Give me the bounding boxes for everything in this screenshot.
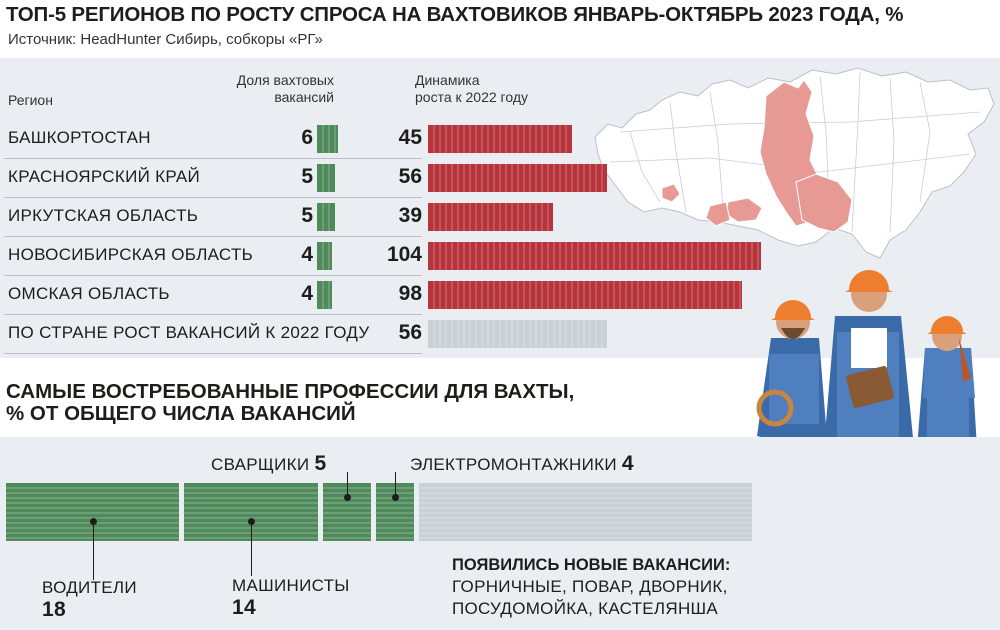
prof-value-electricians: 4	[621, 452, 634, 475]
chart-title: ТОП-5 РЕГИОНОВ ПО РОСТУ СПРОСА НА ВАХТОВ…	[6, 3, 904, 26]
profession-connector	[251, 520, 252, 576]
row-divider	[4, 314, 422, 315]
growth-header-line2: роста к 2022 году	[415, 89, 528, 105]
share-header: Доля вахтовых вакансий	[200, 72, 334, 106]
share-bar	[317, 203, 337, 231]
prof-label-welders: СВАРЩИКИ 5	[211, 452, 326, 476]
growth-header: Динамика роста к 2022 году	[415, 72, 528, 106]
share-bar-fill	[317, 242, 332, 270]
region-label: ИРКУТСКАЯ ОБЛАСТЬ	[8, 206, 199, 225]
row-divider	[4, 197, 422, 198]
prof-value-welders: 5	[314, 452, 327, 475]
growth-bar-fill	[428, 281, 742, 309]
profession-connector	[93, 520, 94, 580]
prof-name-machinists: МАШИНИСТЫ	[232, 576, 350, 595]
new-vacancies-line1: ГОРНИЧНЫЕ, ПОВАР, ДВОРНИК,	[452, 577, 728, 596]
new-vacancies-line2: ПОСУДОМОЙКА, КАСТЕЛЯНША	[452, 599, 719, 618]
prof-name-drivers: ВОДИТЕЛИ	[42, 578, 137, 597]
professions-title-line2: % ОТ ОБЩЕГО ЧИСЛА ВАКАНСИЙ	[6, 402, 356, 425]
share-value: 5	[301, 165, 313, 188]
share-bar-fill	[317, 125, 338, 153]
profession-connector-dot	[248, 518, 255, 525]
growth-bar	[428, 242, 761, 270]
prof-label-electricians: ЭЛЕКТРОМОНТАЖНИКИ 4	[410, 452, 634, 476]
row-divider	[4, 353, 422, 354]
growth-value: 56	[398, 321, 422, 344]
growth-header-line1: Динамика	[415, 72, 480, 88]
growth-value: 45	[398, 126, 422, 149]
map-bashkortostan	[661, 183, 681, 203]
share-bar	[317, 281, 337, 309]
share-bar	[317, 164, 337, 192]
growth-bar	[428, 125, 572, 153]
region-header: Регион	[8, 92, 53, 108]
row-divider	[4, 275, 422, 276]
growth-bar	[428, 281, 742, 309]
source-note: Источник: HeadHunter Сибирь, собкоры «РГ…	[8, 31, 323, 48]
professions-title: САМЫЕ ВОСТРЕБОВАННЫЕ ПРОФЕССИИ ДЛЯ ВАХТЫ…	[6, 381, 574, 425]
share-value: 6	[301, 126, 313, 149]
profession-connector-dot	[90, 518, 97, 525]
new-vacancies-title: ПОЯВИЛИСЬ НОВЫЕ ВАКАНСИИ:	[452, 556, 731, 574]
region-label: БАШКОРТОСТАН	[8, 128, 151, 147]
growth-value: 56	[398, 165, 422, 188]
growth-bar	[428, 320, 607, 348]
region-label: НОВОСИБИРСКАЯ ОБЛАСТЬ	[8, 245, 254, 264]
share-header-line2: вакансий	[274, 89, 334, 105]
share-bar	[317, 125, 338, 153]
share-value: 4	[301, 243, 313, 266]
growth-bar	[428, 203, 553, 231]
professions-title-line1: САМЫЕ ВОСТРЕБОВАННЫЕ ПРОФЕССИИ ДЛЯ ВАХТЫ…	[6, 380, 575, 403]
share-header-line1: Доля вахтовых	[236, 72, 334, 88]
share-bar	[317, 242, 337, 270]
profession-connector	[395, 472, 396, 496]
prof-name-electricians: ЭЛЕКТРОМОНТАЖНИКИ	[410, 455, 617, 474]
growth-value: 104	[386, 243, 422, 266]
growth-bar	[428, 164, 607, 192]
region-label: ОМСКАЯ ОБЛАСТЬ	[8, 284, 170, 303]
row-divider	[4, 158, 422, 159]
growth-bar-fill	[428, 164, 607, 192]
growth-bar-fill	[428, 320, 607, 348]
prof-label-drivers: ВОДИТЕЛИ 18	[42, 578, 137, 622]
prof-name-welders: СВАРЩИКИ	[211, 455, 310, 474]
share-bar-fill	[317, 203, 335, 231]
growth-bar-fill	[428, 125, 572, 153]
prof-value-machinists: 14	[232, 596, 256, 619]
region-label: ПО СТРАНЕ РОСТ ВАКАНСИЙ К 2022 ГОДУ	[8, 323, 370, 342]
share-value: 4	[301, 282, 313, 305]
growth-value: 39	[398, 204, 422, 227]
share-value: 5	[301, 204, 313, 227]
russia-map	[594, 67, 995, 259]
map-omsk	[705, 201, 731, 227]
prof-value-drivers: 18	[42, 598, 66, 621]
share-bar-fill	[317, 281, 332, 309]
growth-bar-fill	[428, 203, 553, 231]
growth-bar-fill	[428, 242, 761, 270]
profession-connector	[347, 472, 348, 496]
row-divider	[4, 236, 422, 237]
profession-bar-remainder	[419, 483, 752, 541]
growth-value: 98	[398, 282, 422, 305]
region-label: КРАСНОЯРСКИЙ КРАЙ	[8, 167, 201, 186]
share-bar-fill	[317, 164, 335, 192]
profession-connector-dot	[344, 494, 351, 501]
prof-label-machinists: МАШИНИСТЫ 14	[232, 576, 350, 620]
profession-connector-dot	[392, 494, 399, 501]
map-irkutsk	[795, 173, 853, 233]
